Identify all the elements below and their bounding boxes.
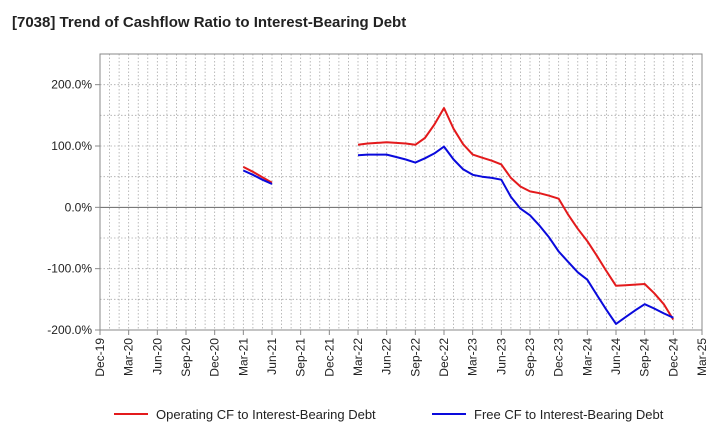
x-tick-label: Mar-22 — [351, 338, 365, 376]
series-line — [242, 166, 273, 184]
x-tick-label: Dec-24 — [666, 338, 680, 377]
series-line — [357, 145, 674, 325]
x-tick-label: Mar-24 — [580, 338, 594, 376]
y-tick-label: -200.0% — [47, 323, 92, 337]
series-line — [242, 169, 273, 185]
vertical-gridlines — [109, 54, 693, 330]
x-tick-label: Sep-20 — [179, 338, 193, 377]
x-tick-label: Dec-22 — [437, 338, 451, 377]
legend-label: Free CF to Interest-Bearing Debt — [474, 407, 664, 422]
y-tick-label: 200.0% — [51, 78, 92, 92]
x-tick-label: Dec-21 — [322, 338, 336, 377]
x-tick-label: Jun-23 — [494, 338, 508, 375]
series-line — [357, 107, 675, 321]
y-tick-label: -100.0% — [47, 262, 92, 276]
y-tick-label: 0.0% — [65, 200, 93, 214]
legend-label: Operating CF to Interest-Bearing Debt — [156, 407, 376, 422]
x-tick-label: Sep-23 — [523, 338, 537, 377]
chart-title: [7038] Trend of Cashflow Ratio to Intere… — [12, 14, 407, 31]
x-tick-label: Jun-24 — [609, 338, 623, 375]
x-tick-label: Mar-23 — [466, 338, 480, 376]
x-tick-label: Mar-21 — [236, 338, 250, 376]
horizontal-gridlines — [100, 84, 702, 300]
x-tick-label: Sep-21 — [294, 338, 308, 377]
x-tick-label: Jun-22 — [380, 338, 394, 375]
x-tick-label: Sep-24 — [638, 338, 652, 377]
plot-border — [99, 53, 703, 331]
x-tick-label: Dec-20 — [208, 338, 222, 377]
x-tick-label: Mar-20 — [122, 338, 136, 376]
x-tick-label: Dec-19 — [93, 338, 107, 377]
x-tick-label: Dec-23 — [552, 338, 566, 377]
x-tick-label: Mar-25 — [695, 338, 709, 376]
x-axis-ticks: Dec-19 Mar-20 Jun-20 Sep-20 Dec-20 Mar-21 Jun-… — [93, 330, 709, 377]
plot-background — [100, 54, 702, 330]
y-tick-label: 100.0% — [51, 139, 92, 153]
x-tick-label: Sep-22 — [408, 338, 422, 377]
legend: Operating CF to Interest-Bearing Debt Fre… — [114, 407, 664, 422]
y-axis-ticks: 200.0% 100.0% 0.0% -100.0% -200.0% — [47, 78, 100, 337]
x-tick-label: Jun-21 — [265, 338, 279, 375]
series-layer — [242, 107, 675, 325]
x-tick-label: Jun-20 — [150, 338, 164, 375]
